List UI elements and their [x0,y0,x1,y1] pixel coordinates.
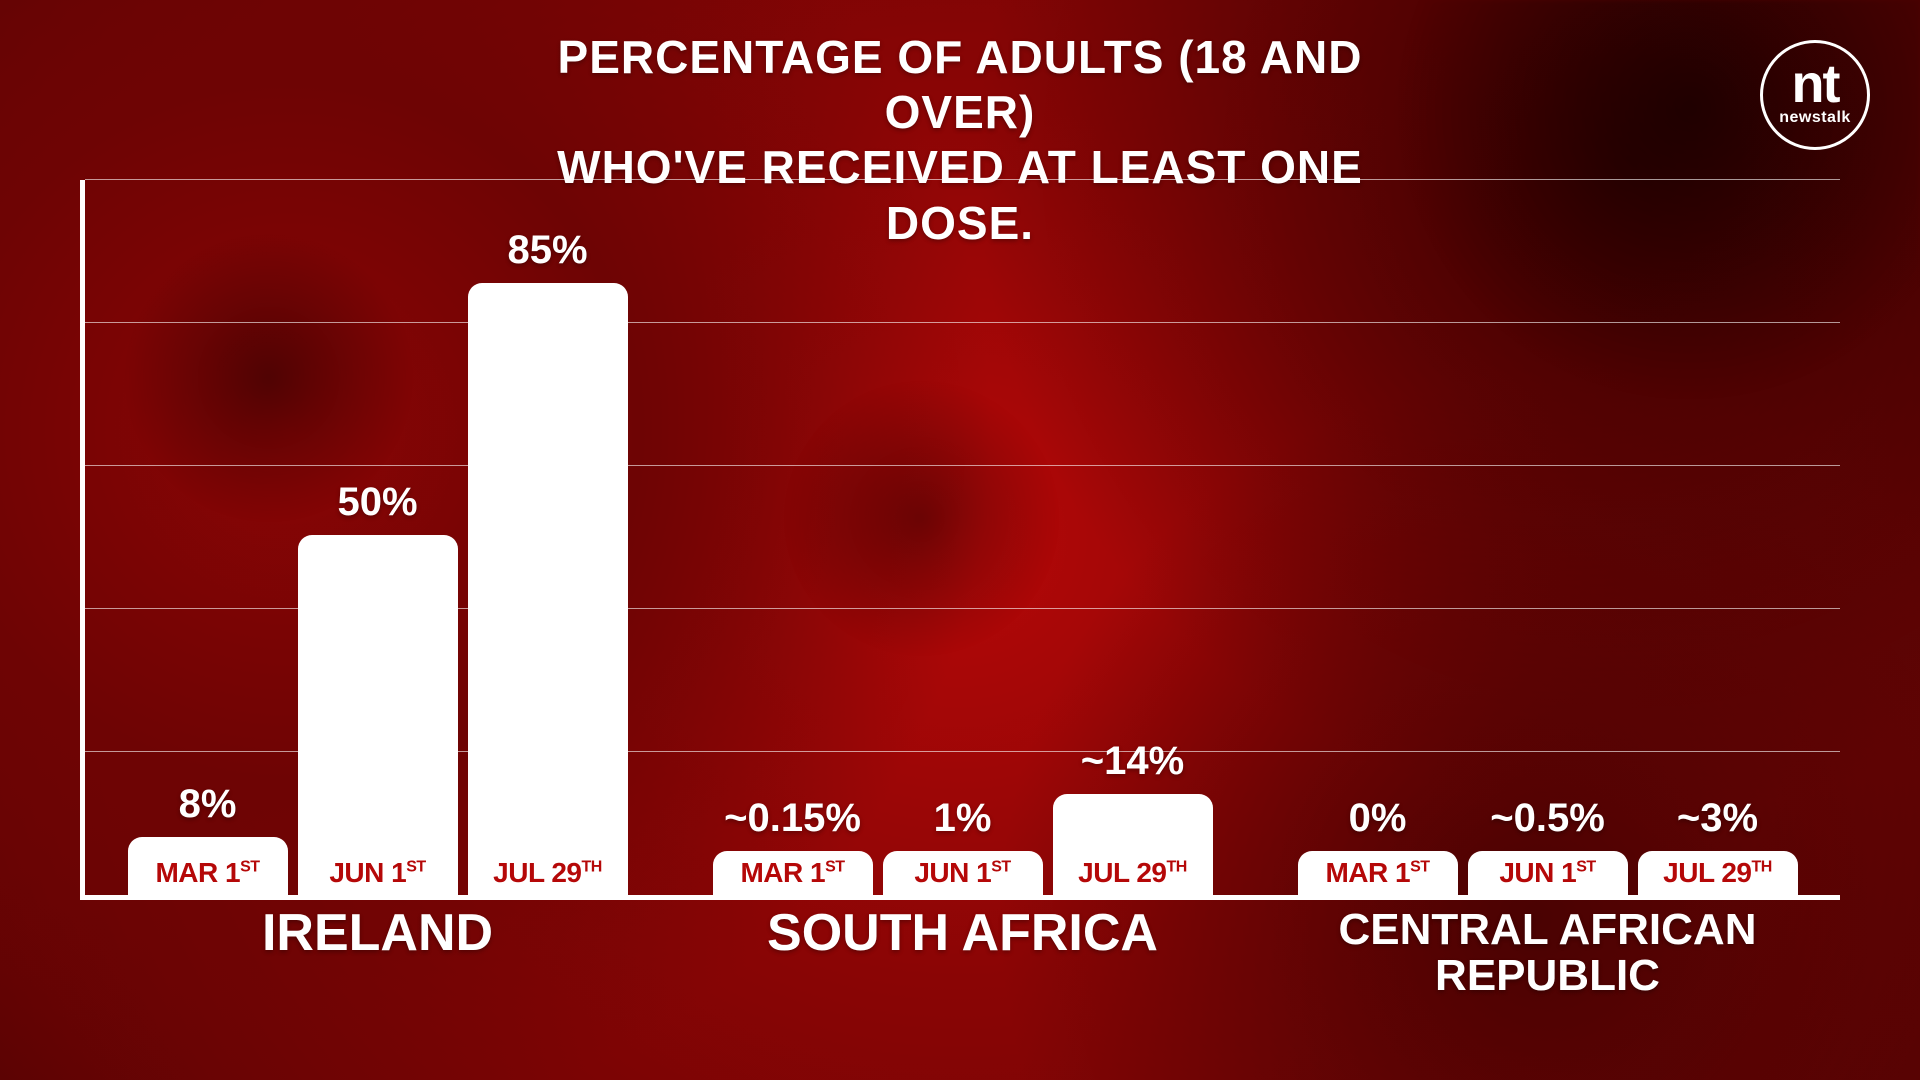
bar-value-label: 85% [507,228,587,273]
bar-wrap: 50% JUN 1ST [298,180,458,895]
bar: 1%JUN 1ST [883,851,1043,895]
group-label: SOUTH AFRICA [670,907,1255,959]
bar: ~0.5%JUN 1ST [1468,851,1628,895]
bar-date-label: JUN 1ST [325,853,429,895]
bar-value-label: ~0.15% [724,796,861,841]
group-label: IRELAND [85,907,670,959]
bar-date-label: JUL 29TH [489,853,606,895]
bar-wrap: 8% MAR 1ST [128,180,288,895]
bar-wrap: 85% JUL 29TH [468,180,628,895]
bar-value-label: 8% [179,782,237,827]
bar-wrap: 0% MAR 1ST [1298,180,1458,895]
title-line-1: PERCENTAGE OF ADULTS (18 AND OVER) [480,30,1440,140]
bar-date-label: JUL 29TH [1074,853,1191,895]
bar: 85%JUL 29TH [468,283,628,895]
bar-date-label: MAR 1ST [151,853,263,895]
bar-value-label: 0% [1349,796,1407,841]
bar-value-label: 1% [934,796,992,841]
bar: ~3%JUL 29TH [1638,851,1798,895]
group-label: CENTRAL AFRICANREPUBLIC [1255,907,1840,999]
newstalk-logo: nt newstalk [1760,40,1870,150]
logo-sub: newstalk [1779,109,1851,127]
bar-group: ~0.15%MAR 1ST1%JUN 1ST~14%JUL 29THSOUTH … [670,180,1255,895]
bar-groups: 8%MAR 1ST50%JUN 1ST85%JUL 29THIRELAND~0.… [85,180,1840,895]
bar-date-label: MAR 1ST [1321,853,1433,895]
bar-wrap: ~3% JUL 29TH [1638,180,1798,895]
bar: 50%JUN 1ST [298,535,458,895]
bar-group: 0%MAR 1ST~0.5%JUN 1ST~3%JUL 29THCENTRAL … [1255,180,1840,895]
bar-date-label: JUN 1ST [910,853,1014,895]
bar: ~0.15%MAR 1ST [713,851,873,895]
bar: 0%MAR 1ST [1298,851,1458,895]
bar: 8%MAR 1ST [128,837,288,895]
bar-wrap: ~14% JUL 29TH [1053,180,1213,895]
plot-area: 8%MAR 1ST50%JUN 1ST85%JUL 29THIRELAND~0.… [80,180,1840,900]
bar: ~14%JUL 29TH [1053,794,1213,895]
bar-date-label: JUN 1ST [1495,853,1599,895]
logo-main: nt [1792,63,1839,106]
bar-value-label: ~0.5% [1490,796,1605,841]
bar-wrap: 1% JUN 1ST [883,180,1043,895]
bar-value-label: ~3% [1677,796,1758,841]
bar-date-label: JUL 29TH [1659,853,1776,895]
bar-group: 8%MAR 1ST50%JUN 1ST85%JUL 29THIRELAND [85,180,670,895]
bar-value-label: ~14% [1081,739,1184,784]
bar-wrap: ~0.5% JUN 1ST [1468,180,1628,895]
bar-chart: 8% MAR 1ST 50% JUN 1ST 85% JUL 29TH IRELAND ~0.… [80,180,1840,1040]
bar-value-label: 50% [337,480,417,525]
bar-wrap: ~0.15% MAR 1ST [713,180,873,895]
bar-date-label: MAR 1ST [736,853,848,895]
